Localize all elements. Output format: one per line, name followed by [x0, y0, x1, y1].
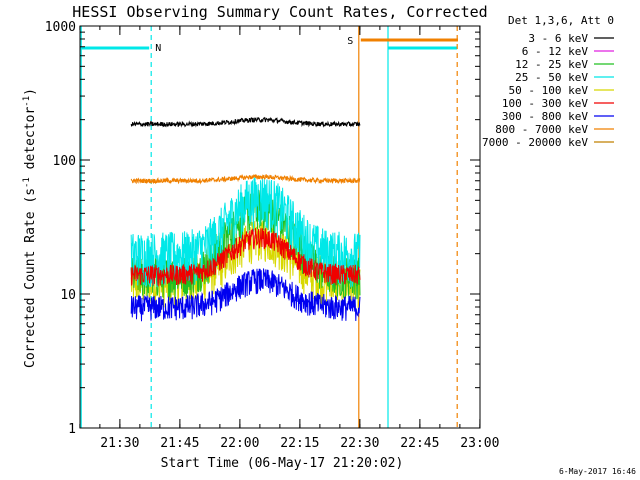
y-axis-label-main: Corrected Count Rate (s — [23, 188, 38, 368]
y-axis-label-mid: detector — [23, 107, 38, 178]
legend-entry-label: 6 - 12 keV — [522, 45, 589, 58]
x-tick-label: 22:30 — [340, 436, 379, 451]
y-axis-label: Corrected Count Rate (s-1 detector-1) — [22, 88, 38, 368]
annotation-label: N — [155, 43, 161, 54]
x-tick-label: 23:00 — [460, 436, 499, 451]
series-line — [130, 175, 361, 288]
y-axis-label-sup1: -1 — [22, 177, 32, 188]
y-axis-label-sup2: -1 — [22, 96, 32, 107]
series-line — [130, 268, 361, 322]
x-tick-label: 21:45 — [160, 436, 199, 451]
y-tick-label: 1000 — [45, 20, 76, 35]
legend-entry-label: 25 - 50 keV — [515, 71, 588, 84]
y-tick-label: 1 — [68, 422, 76, 437]
footer-date: 6-May-2017 16:46 — [559, 467, 636, 476]
x-tick-label: 22:15 — [280, 436, 319, 451]
annotation-label: S — [347, 36, 353, 47]
y-axis: 1 10 100 1000 — [45, 20, 480, 437]
plot-area: NS — [79, 25, 481, 429]
y-axis-label-end: ) — [23, 88, 38, 96]
chart-title: HESSI Observing Summary Count Rates, Cor… — [72, 3, 487, 21]
x-axis-label: Start Time (06-May-17 21:20:02) — [161, 456, 404, 471]
legend-entry-label: 300 - 800 keV — [502, 110, 588, 123]
legend-entry-label: 800 - 7000 keV — [495, 123, 588, 136]
y-tick-label: 100 — [53, 154, 76, 169]
x-tick-label: 22:00 — [220, 436, 259, 451]
series-line — [130, 173, 361, 185]
y-tick-label: 10 — [60, 288, 76, 303]
x-tick-label: 21:30 — [100, 436, 139, 451]
legend-entry-label: 12 - 25 keV — [515, 58, 588, 71]
series-line — [130, 228, 361, 287]
legend-entry-label: 50 - 100 keV — [509, 84, 589, 97]
x-axis: 21:30 21:45 22:00 22:15 22:30 22:45 23:00 — [79, 26, 499, 451]
legend-entry-label: 7000 - 20000 keV — [482, 136, 588, 149]
x-tick-label: 22:45 — [400, 436, 439, 451]
legend-entry-label: 100 - 300 keV — [502, 97, 588, 110]
legend-title: Det 1,3,6, Att 0 — [508, 14, 614, 27]
legend-entry-label: 3 - 6 keV — [528, 32, 588, 45]
series-line — [130, 116, 361, 128]
